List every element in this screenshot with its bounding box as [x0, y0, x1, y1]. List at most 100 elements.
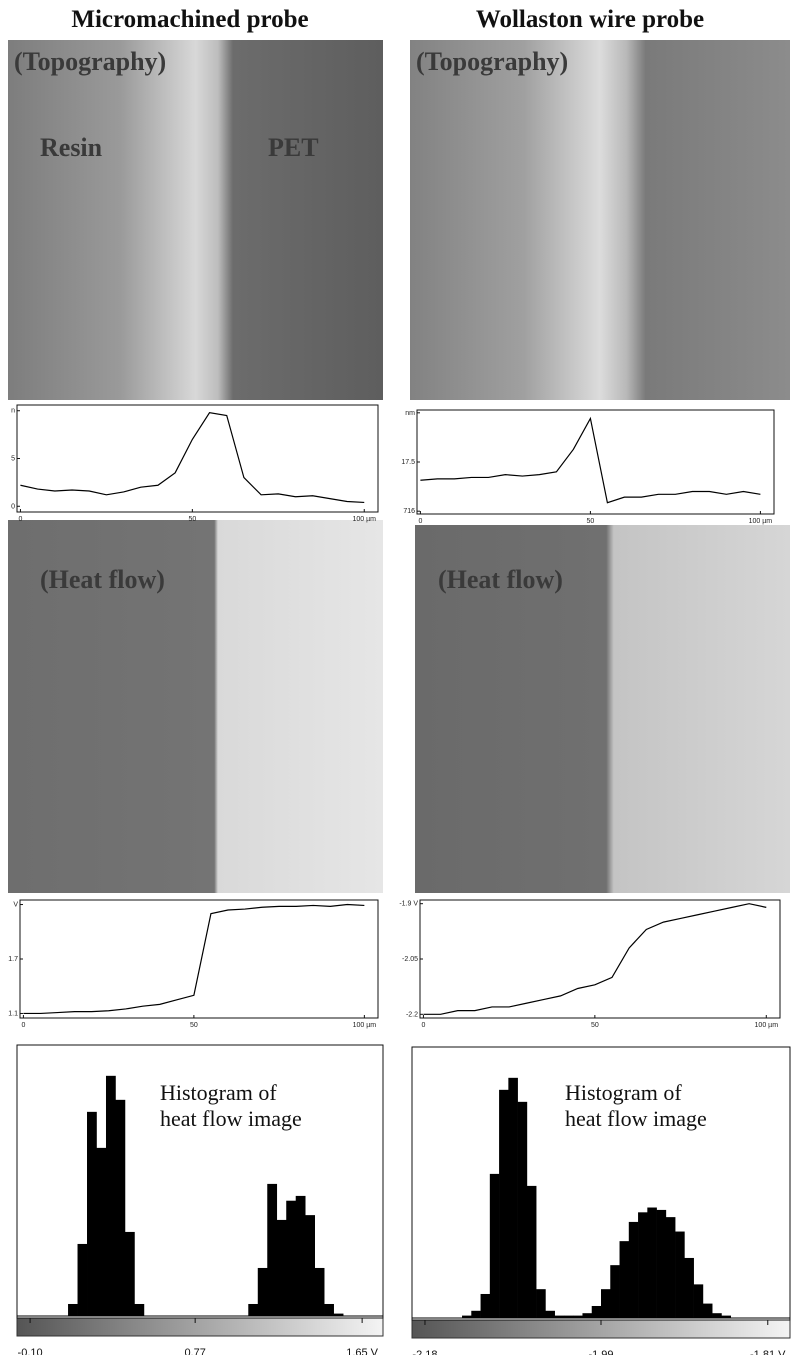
plot-frame	[16, 404, 379, 513]
y-tick-label: 716	[403, 508, 415, 515]
x-tick-label: 100 µm	[749, 518, 773, 525]
annotation: heat flow image	[565, 1106, 707, 1131]
heat-flow-image	[415, 525, 790, 893]
histogram-bar	[87, 1111, 97, 1316]
histogram-bar	[545, 1310, 555, 1318]
histogram-bar	[286, 1200, 297, 1316]
image-label: (Topography)	[416, 47, 568, 76]
histogram-bar	[619, 1241, 630, 1318]
profile-line	[423, 903, 767, 1015]
y-tick-label: 17.5	[401, 459, 415, 466]
x-tick-label: 100 µm	[352, 516, 376, 523]
histogram-bar	[333, 1313, 344, 1316]
histogram-bar	[517, 1101, 528, 1318]
histogram-bar	[573, 1315, 583, 1318]
histogram-bar	[647, 1207, 657, 1318]
histogram-bar	[68, 1303, 78, 1316]
histogram-bar	[508, 1077, 518, 1318]
x-tick-label: 50	[591, 1022, 599, 1029]
x-tick-label: 0.77	[184, 1347, 205, 1355]
y-tick-label: n	[11, 408, 15, 415]
y-tick-label: nm	[405, 410, 415, 417]
x-tick-label: 100 µm	[755, 1022, 779, 1029]
x-tick-label: -1.99	[588, 1349, 613, 1355]
histogram-bar	[276, 1219, 287, 1316]
column-title: Micromachined probe	[71, 6, 308, 33]
region-label: PET	[268, 133, 319, 162]
region-label: Resin	[40, 133, 103, 162]
profile-line	[20, 411, 365, 504]
topography-image	[410, 40, 790, 400]
histogram-bar	[582, 1313, 593, 1318]
y-tick-label: -1.9 V	[399, 901, 418, 908]
histogram-bar	[563, 1315, 574, 1318]
histogram-bar	[480, 1293, 491, 1318]
histogram-bar	[305, 1215, 315, 1316]
annotation: heat flow image	[160, 1106, 302, 1131]
histogram-bar	[684, 1257, 694, 1318]
topography-image	[8, 40, 383, 400]
x-tick-label: 50	[188, 516, 196, 523]
histogram-bar	[115, 1099, 126, 1316]
histogram-bar	[610, 1265, 620, 1318]
histogram-bar	[656, 1209, 667, 1318]
histogram-bar	[702, 1303, 713, 1318]
histogram-bar	[499, 1089, 509, 1318]
x-tick-label: 0	[418, 518, 422, 525]
annotation: Histogram of	[565, 1080, 682, 1105]
profile-line	[23, 903, 365, 1015]
plot-frame	[411, 1046, 791, 1321]
x-tick-label: -2.18	[412, 1349, 437, 1355]
histogram-bar	[712, 1313, 722, 1318]
histogram-bar	[267, 1183, 278, 1316]
y-tick-label: 1.1	[8, 1010, 18, 1017]
y-tick-label: V	[13, 902, 18, 909]
image-label: (Heat flow)	[40, 565, 165, 594]
plot-frame	[419, 899, 781, 1019]
x-tick-label: 0	[421, 1022, 425, 1029]
y-tick-label: 5	[11, 456, 15, 463]
histogram-bar	[462, 1315, 472, 1318]
histogram-bar	[665, 1217, 676, 1318]
histogram-bar	[628, 1221, 639, 1318]
x-tick-label: 50	[190, 1022, 198, 1029]
y-tick-label: 0	[11, 503, 15, 510]
histogram-bar	[721, 1315, 732, 1318]
y-tick-label: -2.2	[406, 1011, 418, 1018]
plot-frame	[19, 899, 379, 1019]
y-tick-label: 1.7	[8, 956, 18, 963]
x-tick-label: 100 µm	[353, 1022, 377, 1029]
histogram-bar	[105, 1075, 116, 1316]
histogram-bar	[536, 1289, 546, 1318]
x-tick-label: 1.65 V	[346, 1347, 378, 1355]
x-tick-label: -0.10	[18, 1347, 43, 1355]
x-tick-label: 0	[18, 516, 22, 523]
plot-frame	[416, 409, 775, 515]
histogram-bar	[324, 1303, 334, 1316]
histogram-bar	[295, 1195, 306, 1316]
histogram-bar	[96, 1147, 107, 1316]
image-label: (Heat flow)	[438, 565, 563, 594]
histogram-bar	[675, 1231, 685, 1318]
histogram-bar	[124, 1231, 135, 1316]
heat-flow-image	[8, 520, 383, 893]
profile-line	[420, 416, 761, 504]
y-tick-label: -2.05	[402, 956, 418, 963]
histogram-bar	[471, 1310, 481, 1318]
histogram-bar	[257, 1267, 268, 1316]
column-title: Wollaston wire probe	[476, 6, 704, 33]
histogram-bar	[638, 1212, 648, 1318]
x-tick-label: 50	[587, 518, 595, 525]
histogram-bar	[489, 1173, 500, 1318]
histogram-bar	[601, 1289, 611, 1318]
histogram-bar	[591, 1305, 602, 1318]
x-tick-label: 0	[21, 1022, 25, 1029]
histogram-bar	[248, 1303, 259, 1316]
histogram-bar	[134, 1303, 145, 1316]
histogram-bar	[314, 1267, 325, 1316]
x-tick-label: -1.81 V	[750, 1349, 786, 1355]
histogram-bar	[554, 1315, 565, 1318]
histogram-bar	[526, 1185, 537, 1318]
image-label: (Topography)	[14, 47, 166, 76]
